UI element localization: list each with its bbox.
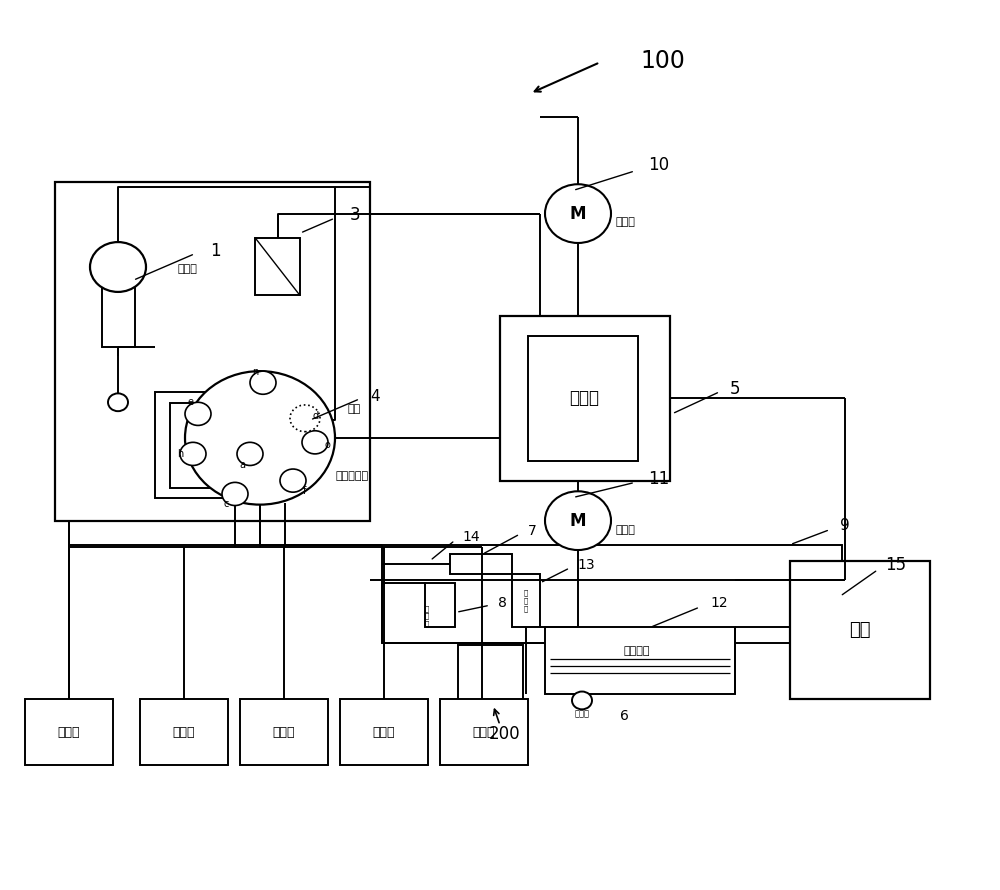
Bar	[155, 392, 285, 498]
Text: 储
液
管: 储 液 管	[524, 590, 528, 611]
Circle shape	[222, 482, 248, 506]
Circle shape	[108, 393, 128, 411]
Text: 12: 12	[710, 596, 728, 611]
Circle shape	[237, 442, 263, 465]
Text: c: c	[223, 498, 229, 509]
Text: o: o	[324, 440, 330, 450]
Bar	[425, 583, 455, 627]
Text: h: h	[177, 449, 183, 459]
Text: 校正液: 校正液	[373, 725, 395, 739]
Text: 燃试剂: 燃试剂	[273, 725, 295, 739]
Bar	[140, 699, 228, 765]
Text: 1: 1	[210, 242, 221, 260]
Text: 13: 13	[577, 558, 595, 572]
Bar	[255, 238, 300, 295]
Bar	[102, 267, 135, 347]
Text: 9: 9	[840, 518, 850, 532]
Circle shape	[185, 371, 335, 505]
Text: f: f	[303, 486, 307, 497]
Text: 14: 14	[462, 530, 480, 544]
Text: 检测室: 检测室	[569, 389, 599, 407]
Text: 电磁阀: 电磁阀	[616, 524, 636, 535]
Text: 8: 8	[498, 595, 507, 610]
Bar	[170, 403, 270, 488]
Text: 废液: 废液	[849, 620, 871, 639]
Bar	[450, 554, 512, 574]
Text: 100: 100	[640, 49, 685, 72]
Circle shape	[290, 405, 320, 432]
Circle shape	[545, 491, 611, 550]
Bar	[500, 316, 670, 481]
Text: 7: 7	[528, 524, 537, 538]
Bar	[512, 574, 540, 627]
Bar	[440, 699, 528, 765]
Text: a: a	[239, 459, 245, 470]
Bar	[340, 699, 428, 765]
Circle shape	[250, 371, 276, 394]
Text: 络试剂: 络试剂	[173, 725, 195, 739]
Circle shape	[185, 402, 211, 425]
Circle shape	[90, 242, 146, 292]
Text: 多路选择阀: 多路选择阀	[335, 471, 368, 481]
Text: 15: 15	[885, 556, 906, 574]
Text: M: M	[570, 512, 586, 530]
Bar	[382, 545, 842, 643]
Text: 恒
温
器: 恒 温 器	[425, 605, 429, 627]
Circle shape	[545, 184, 611, 243]
Circle shape	[280, 469, 306, 492]
Text: 电磁阀: 电磁阀	[616, 217, 636, 228]
Bar	[545, 627, 735, 694]
Text: 200: 200	[489, 725, 521, 743]
Bar	[790, 561, 930, 699]
Text: 3: 3	[350, 206, 361, 224]
Text: 5: 5	[730, 380, 740, 398]
Text: 10: 10	[648, 156, 669, 174]
Text: 4: 4	[370, 389, 380, 403]
Text: M: M	[570, 205, 586, 222]
Text: e: e	[187, 397, 193, 408]
Text: 注射泵: 注射泵	[178, 263, 198, 274]
Circle shape	[572, 692, 592, 709]
Text: 清洗液: 清洗液	[473, 725, 495, 739]
Bar	[55, 182, 370, 521]
Bar	[458, 645, 523, 703]
Bar	[240, 699, 328, 765]
Circle shape	[302, 431, 328, 454]
Text: 微水泵: 微水泵	[574, 709, 590, 718]
Text: 6: 6	[620, 709, 629, 724]
Bar	[25, 699, 113, 765]
Text: 空气: 空气	[348, 404, 361, 415]
Text: 污水总管: 污水总管	[624, 646, 650, 657]
Text: d: d	[313, 410, 319, 421]
Text: n: n	[252, 367, 258, 377]
Text: 11: 11	[648, 470, 669, 488]
Text: 零点液: 零点液	[58, 725, 80, 739]
Circle shape	[180, 442, 206, 465]
Bar	[528, 336, 638, 461]
